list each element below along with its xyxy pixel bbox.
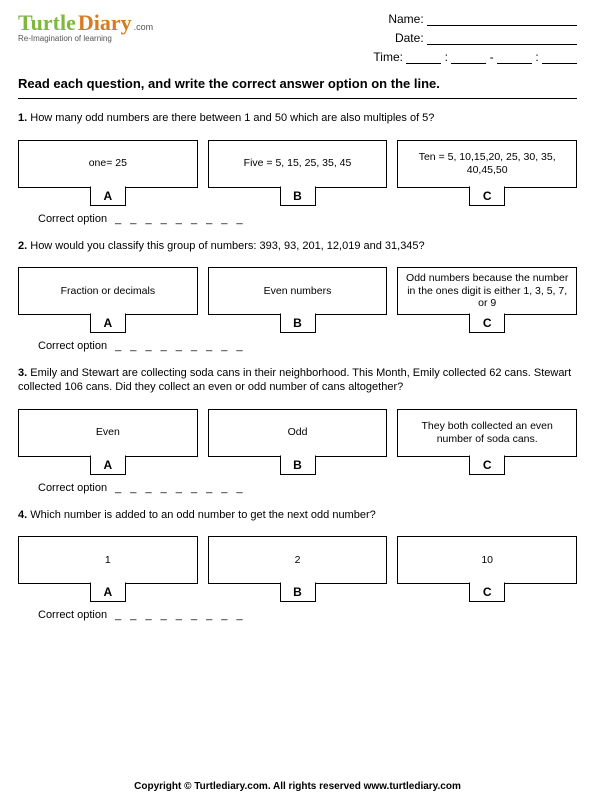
answer-field[interactable]: _ _ _ _ _ _ _ _ _ (115, 213, 246, 225)
option-label: B (280, 582, 316, 602)
time-field[interactable] (542, 52, 577, 64)
correct-option-line: Correct option_ _ _ _ _ _ _ _ _ (38, 213, 577, 225)
option-box: They both collected an even number of so… (397, 409, 577, 457)
option-label: C (469, 186, 505, 206)
option: 1 A (18, 536, 198, 603)
logo: Turtle Diary .com Re-Imagination of lear… (18, 10, 153, 68)
option: 2 B (208, 536, 388, 603)
name-field[interactable] (427, 14, 577, 26)
date-label: Date: (395, 31, 424, 45)
correct-option-line: Correct option_ _ _ _ _ _ _ _ _ (38, 609, 577, 621)
option-box: Even numbers (208, 267, 388, 315)
option: Five = 5, 15, 25, 35, 45 B (208, 140, 388, 207)
footer: Copyright © Turtlediary.com. All rights … (0, 781, 595, 792)
option-label: B (280, 313, 316, 333)
time-label: Time: (373, 50, 403, 64)
time-field[interactable] (451, 52, 486, 64)
option-label: C (469, 455, 505, 475)
question: 4. Which number is added to an odd numbe… (18, 508, 577, 621)
question: 2. How would you classify this group of … (18, 239, 577, 352)
option-box: one= 25 (18, 140, 198, 188)
option: one= 25 A (18, 140, 198, 207)
divider (18, 98, 577, 99)
option-label: B (280, 455, 316, 475)
option: Ten = 5, 10,15,20, 25, 30, 35, 40,45,50 … (397, 140, 577, 207)
option: Fraction or decimals A (18, 267, 198, 334)
option-label: A (90, 186, 126, 206)
answer-field[interactable]: _ _ _ _ _ _ _ _ _ (115, 609, 246, 621)
question: 1. How many odd numbers are there betwee… (18, 111, 577, 224)
option-label: A (90, 455, 126, 475)
option-box: Even (18, 409, 198, 457)
date-field[interactable] (427, 33, 577, 45)
logo-tagline: Re-Imagination of learning (18, 34, 153, 43)
question-text: 4. Which number is added to an odd numbe… (18, 508, 577, 522)
option-box: Five = 5, 15, 25, 35, 45 (208, 140, 388, 188)
question: 3. Emily and Stewart are collecting soda… (18, 366, 577, 494)
option-label: B (280, 186, 316, 206)
option-label: A (90, 582, 126, 602)
option: Odd numbers because the number in the on… (397, 267, 577, 334)
option-box: Odd numbers because the number in the on… (397, 267, 577, 315)
option: Even numbers B (208, 267, 388, 334)
option-box: Odd (208, 409, 388, 457)
option-label: A (90, 313, 126, 333)
time-field[interactable] (497, 52, 532, 64)
option-box: 10 (397, 536, 577, 584)
option: They both collected an even number of so… (397, 409, 577, 476)
option-box: Ten = 5, 10,15,20, 25, 30, 35, 40,45,50 (397, 140, 577, 188)
options-row: Even A Odd B They both collected an even… (18, 409, 577, 476)
logo-turtle: Turtle (18, 10, 76, 36)
question-text: 3. Emily and Stewart are collecting soda… (18, 366, 577, 395)
correct-option-line: Correct option_ _ _ _ _ _ _ _ _ (38, 340, 577, 352)
correct-option-line: Correct option_ _ _ _ _ _ _ _ _ (38, 482, 577, 494)
answer-field[interactable]: _ _ _ _ _ _ _ _ _ (115, 482, 246, 494)
option: Odd B (208, 409, 388, 476)
logo-com: .com (134, 22, 154, 32)
name-label: Name: (388, 12, 423, 26)
instructions: Read each question, and write the correc… (18, 76, 577, 93)
header: Turtle Diary .com Re-Imagination of lear… (18, 10, 577, 68)
options-row: 1 A 2 B 10 C (18, 536, 577, 603)
option-box: Fraction or decimals (18, 267, 198, 315)
option: 10 C (397, 536, 577, 603)
option-box: 2 (208, 536, 388, 584)
options-row: Fraction or decimals A Even numbers B Od… (18, 267, 577, 334)
time-field[interactable] (406, 52, 441, 64)
option: Even A (18, 409, 198, 476)
option-label: C (469, 313, 505, 333)
question-text: 1. How many odd numbers are there betwee… (18, 111, 577, 125)
answer-field[interactable]: _ _ _ _ _ _ _ _ _ (115, 340, 246, 352)
logo-diary: Diary (78, 10, 132, 36)
options-row: one= 25 A Five = 5, 15, 25, 35, 45 B Ten… (18, 140, 577, 207)
question-text: 2. How would you classify this group of … (18, 239, 577, 253)
meta-block: Name: Date: Time: : - : (373, 10, 577, 68)
option-box: 1 (18, 536, 198, 584)
option-label: C (469, 582, 505, 602)
